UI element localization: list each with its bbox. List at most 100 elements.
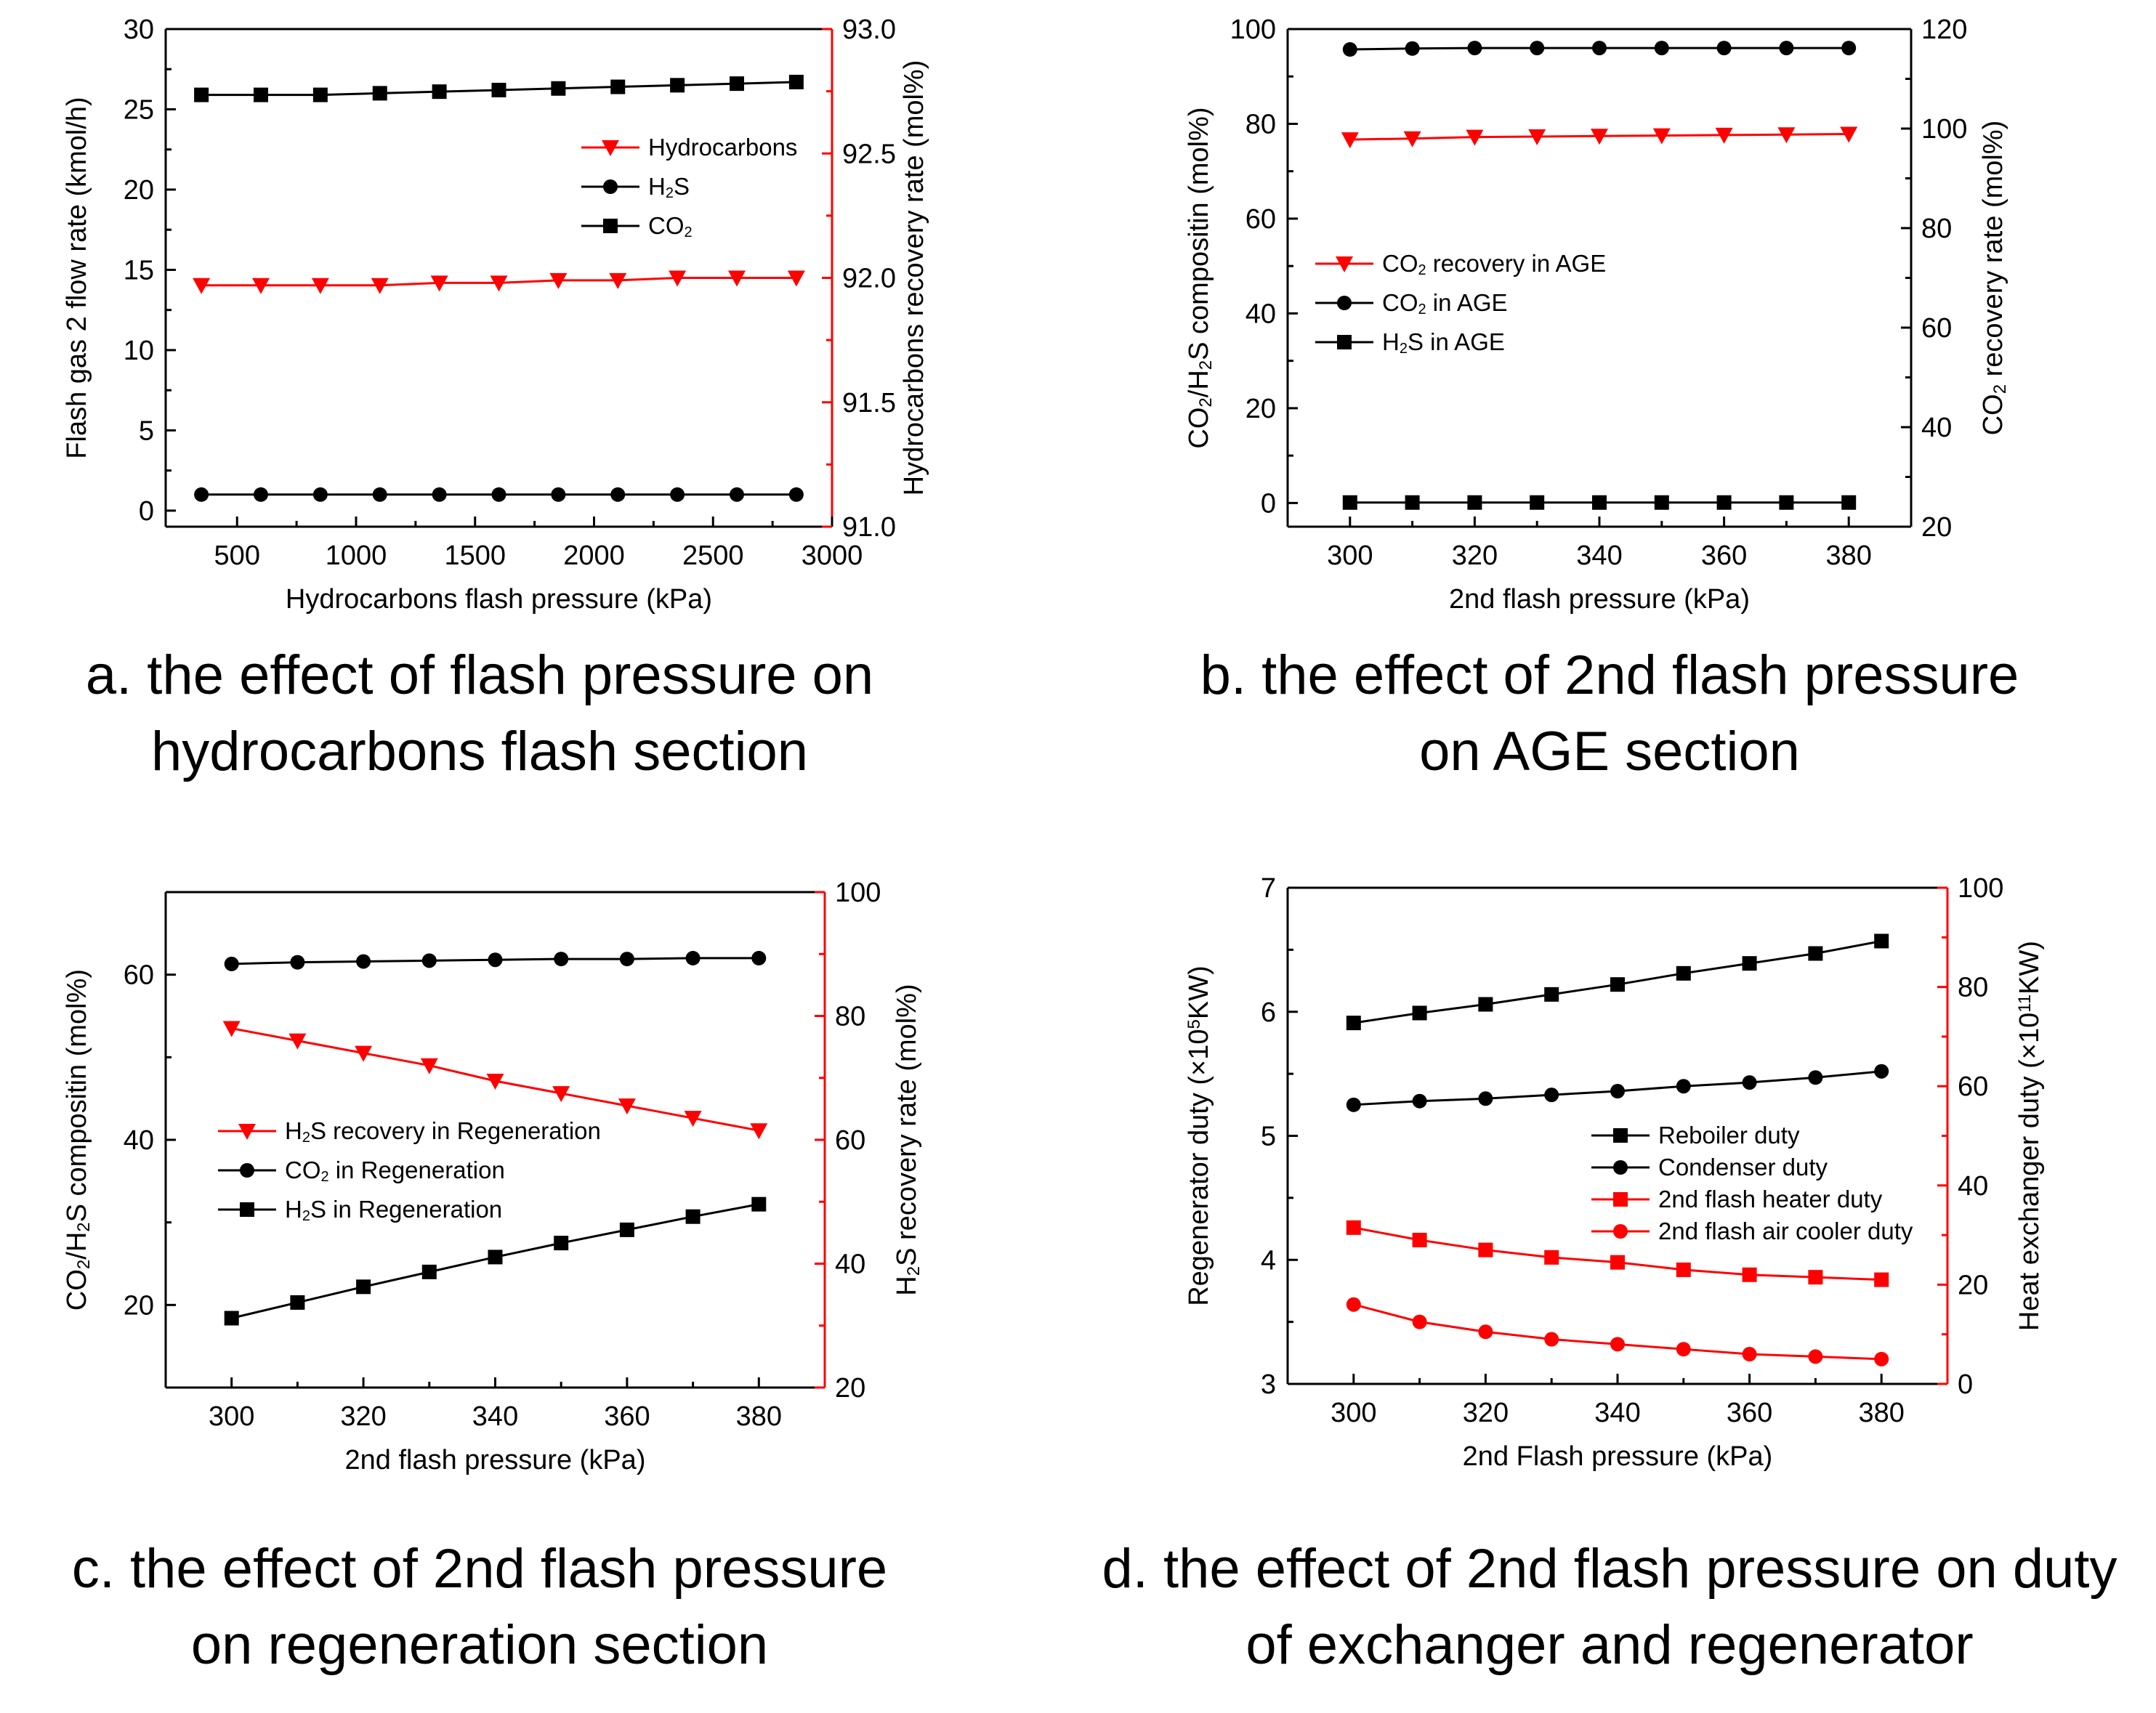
data-point xyxy=(751,950,767,965)
y-right-tick-label: 80 xyxy=(1958,973,1988,1003)
data-point xyxy=(1874,1272,1889,1287)
data-point xyxy=(1467,41,1482,56)
data-point xyxy=(1841,41,1857,56)
y-right-axis-label: Heat exchanger duty (×1011KW) xyxy=(2014,941,2045,1331)
y-right-tick-label: 60 xyxy=(835,1125,865,1156)
y-left-tick-label: 100 xyxy=(1230,15,1276,45)
legend-label: CO2 in Regeneration xyxy=(285,1157,505,1185)
data-point xyxy=(1528,129,1546,145)
legend-marker xyxy=(1337,296,1352,310)
y-right-tick-label: 92.0 xyxy=(842,264,896,294)
x-tick-label: 300 xyxy=(1331,1398,1376,1428)
legend-marker xyxy=(238,1124,256,1140)
data-point xyxy=(730,487,744,502)
legend-label: Hydrocarbons xyxy=(648,134,797,161)
data-point xyxy=(1412,1314,1427,1329)
y-left-tick-label: 10 xyxy=(124,336,154,366)
y-left-tick-label: 60 xyxy=(124,960,154,991)
legend-marker xyxy=(603,179,618,194)
data-point xyxy=(312,87,328,102)
legend-label: 2nd flash heater duty xyxy=(1658,1186,1883,1212)
y-left-tick-label: 5 xyxy=(1261,1122,1276,1152)
y-right-tick-label: 0 xyxy=(1958,1369,1973,1400)
x-tick-label: 320 xyxy=(1463,1398,1509,1428)
data-point xyxy=(254,87,268,102)
data-point xyxy=(1478,1324,1493,1340)
y-left-tick-label: 7 xyxy=(1261,873,1276,904)
data-point xyxy=(254,487,268,502)
data-point xyxy=(1478,1091,1493,1106)
data-point xyxy=(194,87,209,102)
data-point xyxy=(1341,132,1359,149)
data-point xyxy=(549,272,568,289)
data-point xyxy=(1342,42,1357,57)
y-left-tick-label: 25 xyxy=(124,94,154,125)
x-tick-label: 360 xyxy=(1727,1398,1772,1428)
y-right-tick-label: 40 xyxy=(1921,413,1952,443)
panel-caption: b. the effect of 2nd flash pressure xyxy=(1200,644,2019,706)
legend-marker xyxy=(1613,1224,1628,1239)
y-left-tick-label: 30 xyxy=(124,15,154,45)
data-point xyxy=(1808,946,1823,961)
data-point xyxy=(222,1021,241,1037)
x-tick-label: 340 xyxy=(472,1401,518,1432)
data-point xyxy=(488,1250,503,1265)
data-point xyxy=(750,1123,768,1140)
data-point xyxy=(1544,1088,1559,1103)
y-right-tick-label: 91.5 xyxy=(842,388,896,418)
legend-marker xyxy=(240,1202,254,1217)
data-point xyxy=(1715,127,1733,144)
y-right-tick-label: 60 xyxy=(1921,313,1952,344)
data-point xyxy=(430,275,448,292)
legend-label: H2S in AGE xyxy=(1382,328,1505,357)
legend-label: Reboiler duty xyxy=(1658,1122,1800,1149)
data-point xyxy=(1405,41,1420,56)
data-point xyxy=(1676,965,1691,981)
x-tick-label: 360 xyxy=(1701,540,1747,571)
data-point xyxy=(1676,1262,1691,1277)
data-point xyxy=(1592,41,1607,56)
data-point xyxy=(421,953,437,968)
x-tick-label: 2500 xyxy=(682,540,744,571)
x-tick-label: 380 xyxy=(1825,540,1871,571)
data-point xyxy=(372,86,387,101)
data-point xyxy=(1412,1093,1427,1109)
y-left-tick-label: 15 xyxy=(124,255,154,286)
chart-a: 500 1000 1500 2000 2500 3000 0 5 10 15 20 25 30 91.0 9… xyxy=(62,15,929,782)
data-point xyxy=(1466,129,1484,146)
legend-label: Condenser duty xyxy=(1658,1154,1828,1181)
data-point xyxy=(1610,1084,1625,1099)
data-point xyxy=(355,1045,373,1062)
data-point xyxy=(1654,495,1669,510)
panel-caption: of exchanger and regenerator xyxy=(1245,1614,1973,1676)
data-point xyxy=(421,1264,437,1279)
chart-c: 300 320 340 360 380 20 40 60 20 40 60 80 100 2nd flas… xyxy=(62,878,924,1676)
y-left-tick-label: 40 xyxy=(124,1125,154,1156)
data-point xyxy=(1346,1097,1361,1112)
x-tick-label: 340 xyxy=(1594,1398,1640,1428)
y-right-tick-label: 40 xyxy=(1958,1171,1988,1202)
y-right-tick-label: 100 xyxy=(1921,114,1967,145)
y-left-tick-label: 60 xyxy=(1245,204,1276,235)
data-point xyxy=(1874,934,1889,949)
data-point xyxy=(1342,495,1357,510)
data-point xyxy=(1874,1064,1889,1079)
y-left-tick-label: 20 xyxy=(124,1290,154,1321)
legend-label: H2S xyxy=(648,173,690,201)
data-point xyxy=(1716,495,1732,510)
data-point xyxy=(1874,1351,1889,1366)
legend-label: 2nd flash air cooler duty xyxy=(1658,1218,1913,1244)
y-right-axis-label: CO2 recovery rate (mol%) xyxy=(1978,121,2010,436)
y-right-tick-label: 20 xyxy=(1921,512,1952,543)
y-left-axis-label: Regenerator duty (×105KW) xyxy=(1184,965,1214,1306)
y-left-tick-label: 20 xyxy=(124,175,154,206)
data-point xyxy=(1544,1332,1559,1347)
data-point xyxy=(1346,1016,1361,1031)
y-left-tick-label: 20 xyxy=(1245,394,1276,424)
data-point xyxy=(1840,126,1858,143)
data-point xyxy=(1676,1342,1691,1357)
y-left-tick-label: 6 xyxy=(1261,997,1276,1028)
x-tick-label: 320 xyxy=(340,1401,386,1432)
x-tick-label: 380 xyxy=(736,1401,782,1432)
y-right-axis-label: H2S recovery rate (mol%) xyxy=(892,984,924,1295)
